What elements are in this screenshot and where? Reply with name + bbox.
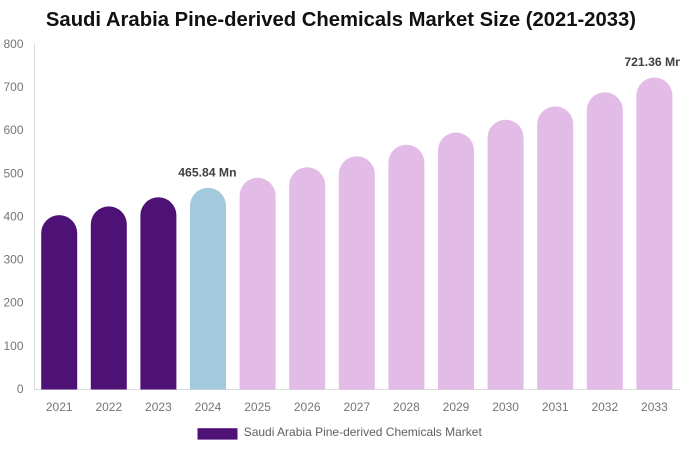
svg-text:800: 800 bbox=[3, 37, 23, 51]
svg-text:2028: 2028 bbox=[393, 400, 420, 414]
svg-text:2023: 2023 bbox=[145, 400, 172, 414]
svg-text:2027: 2027 bbox=[343, 400, 370, 414]
svg-text:2022: 2022 bbox=[95, 400, 122, 414]
svg-text:2033: 2033 bbox=[641, 400, 668, 414]
svg-text:700: 700 bbox=[3, 80, 23, 94]
svg-text:Saudi Arabia Pine-derived Chem: Saudi Arabia Pine-derived Chemicals Mark… bbox=[46, 9, 636, 31]
svg-text:200: 200 bbox=[3, 296, 23, 310]
svg-text:Saudi Arabia Pine-derived Chem: Saudi Arabia Pine-derived Chemicals Mark… bbox=[244, 425, 483, 439]
svg-text:465.84 Mn: 465.84 Mn bbox=[178, 165, 236, 179]
svg-text:2031: 2031 bbox=[542, 400, 569, 414]
svg-text:100: 100 bbox=[3, 339, 23, 353]
svg-text:2025: 2025 bbox=[244, 400, 271, 414]
svg-text:500: 500 bbox=[3, 166, 23, 180]
svg-text:2024: 2024 bbox=[195, 400, 222, 414]
svg-text:2030: 2030 bbox=[492, 400, 519, 414]
svg-text:2026: 2026 bbox=[294, 400, 321, 414]
svg-text:0: 0 bbox=[17, 382, 24, 396]
svg-text:300: 300 bbox=[3, 253, 23, 267]
svg-text:721.36 Mn: 721.36 Mn bbox=[624, 55, 680, 69]
svg-text:2029: 2029 bbox=[443, 400, 470, 414]
svg-text:2021: 2021 bbox=[46, 400, 73, 414]
svg-text:600: 600 bbox=[3, 123, 23, 137]
svg-text:2032: 2032 bbox=[591, 400, 618, 414]
svg-text:400: 400 bbox=[3, 209, 23, 223]
